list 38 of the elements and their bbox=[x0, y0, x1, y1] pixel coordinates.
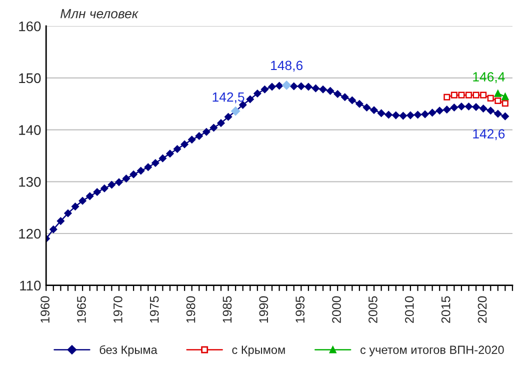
annotation: 146,4 bbox=[473, 72, 505, 84]
point bbox=[487, 94, 494, 102]
point bbox=[465, 92, 472, 98]
point bbox=[494, 98, 502, 104]
y-tick-label: 150 bbox=[19, 73, 41, 84]
x-tick-label: 1975 bbox=[150, 296, 159, 323]
x-tick-label: 1980 bbox=[186, 296, 196, 323]
point bbox=[480, 92, 487, 98]
x-tick-label: 1990 bbox=[259, 296, 268, 323]
x-tick-label: 2000 bbox=[332, 296, 341, 323]
x-tick-label: 1965 bbox=[77, 296, 86, 323]
y-tick-label: 160 bbox=[19, 21, 41, 32]
legend-label: без Крыма bbox=[100, 345, 158, 356]
point bbox=[450, 92, 458, 98]
x-tick-label: 2020 bbox=[478, 296, 487, 323]
y-axis-title: Млн человек bbox=[60, 9, 139, 18]
point bbox=[458, 92, 465, 98]
y-tick-label: 130 bbox=[19, 176, 41, 187]
y-tick-label: 120 bbox=[19, 228, 41, 239]
annotation: 142,6 bbox=[473, 129, 505, 140]
x-tick-label: 1960 bbox=[40, 296, 50, 323]
x-tick-label: 2005 bbox=[368, 296, 378, 323]
point bbox=[502, 93, 509, 100]
x-tick-label: 1970 bbox=[113, 296, 122, 323]
y-tick-label: 140 bbox=[19, 125, 41, 135]
point bbox=[472, 92, 480, 98]
x-tick-label: 1985 bbox=[222, 296, 232, 323]
x-tick-label: 1995 bbox=[296, 296, 305, 323]
point bbox=[494, 90, 502, 98]
legend-label: с учетом итогов ВПН-2020 bbox=[360, 346, 504, 356]
annotation: 148,6 bbox=[271, 60, 303, 72]
x-tick-label: 2015 bbox=[441, 296, 450, 323]
annotation: 142,5 bbox=[212, 92, 244, 104]
x-tick-label: 2010 bbox=[404, 296, 414, 323]
point bbox=[502, 100, 508, 107]
y-tick-label: 110 bbox=[20, 280, 41, 291]
point bbox=[444, 94, 450, 100]
legend-label: с Крымом bbox=[232, 346, 285, 356]
